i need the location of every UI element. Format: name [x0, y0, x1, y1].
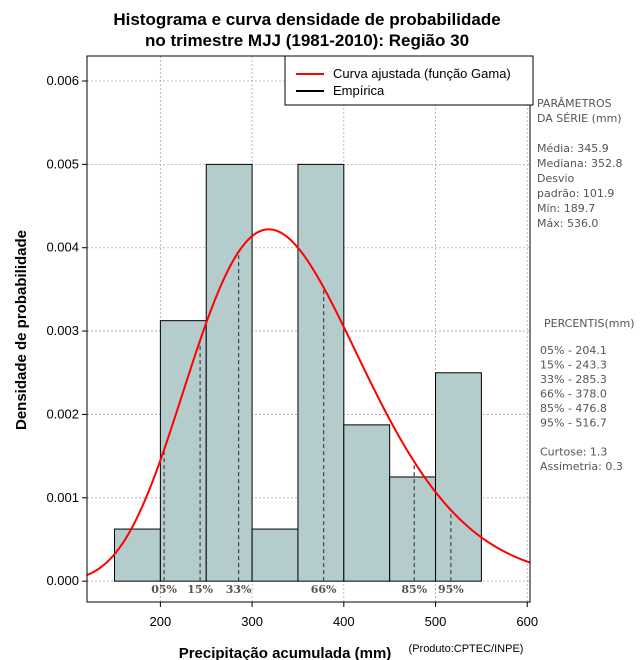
percentile-lines: [163, 251, 452, 582]
y-tick-label-2: 0.002: [46, 406, 79, 421]
x-tick-label-3: 500: [425, 614, 447, 629]
params-line-0: PARÂMETROS: [537, 97, 612, 110]
percentis-line-7: 95% - 516.7: [540, 417, 607, 430]
histogram-bar-7: [435, 372, 482, 582]
percentis-line-2: 05% - 204.1: [540, 344, 607, 357]
percentile-label-3: 66%: [311, 583, 337, 596]
params-line-8: Máx: 536.0: [537, 217, 598, 230]
params-line-6: padrão: 101.9: [537, 187, 614, 200]
x-tick-label-1: 300: [241, 614, 263, 629]
params-line-7: Mín: 189.7: [537, 202, 595, 215]
percentis-line-10: Assimetria: 0.3: [540, 460, 623, 473]
chart-title-line-2: no trimestre MJJ (1981-2010): Região 30: [145, 31, 469, 50]
histogram-bar-1: [159, 320, 207, 582]
y-axis-label: Densidade de probabilidade: [13, 230, 30, 430]
x-tick-label-4: 600: [516, 614, 538, 629]
percentile-label-4: 85%: [401, 583, 427, 596]
percentis-line-3: 15% - 243.3: [540, 359, 607, 372]
y-tick-label-0: 0.000: [46, 573, 79, 588]
histogram-bars: [114, 163, 482, 582]
y-tick-label-3: 0.003: [46, 323, 79, 338]
x-tick-label-2: 400: [333, 614, 355, 629]
percentiles-panel: PERCENTIS(mm) 05% - 204.1 15% - 243.333% -…: [540, 317, 635, 473]
params-line-3: Média: 345.9: [537, 142, 609, 155]
params-line-1: DA SÉRIE (mm): [537, 112, 622, 125]
percentis-line-6: 85% - 476.8: [540, 402, 607, 415]
legend-curve-label: Curva ajustada (função Gama): [333, 66, 511, 81]
y-tick-label-5: 0.005: [46, 156, 79, 171]
legend-box: [284, 55, 534, 106]
chart-title-line-1: Histograma e curva densidade de probabil…: [113, 10, 500, 29]
histogram-bar-5: [343, 424, 391, 582]
histogram-bar-2: [205, 163, 253, 582]
percentile-label-0: 05%: [151, 583, 177, 596]
percentis-line-4: 33% - 285.3: [540, 373, 607, 386]
gamma-fit-curve: [87, 228, 530, 576]
x-axis-ticks: 200 300 400 500 600: [150, 602, 538, 629]
series-parameters-panel: PARÂMETROS DA SÉRIE (mm) Média: 345.9 Medi…: [537, 97, 622, 230]
percentile-labels: 05% 15% 33% 66% 85% 95%: [151, 583, 464, 596]
percentile-label-5: 95%: [438, 583, 464, 596]
legend: Curva ajustada (função Gama) Empírica: [284, 55, 534, 106]
histogram-bar-0: [114, 528, 161, 582]
legend-empirical-label: Empírica: [333, 83, 385, 98]
y-tick-label-4: 0.004: [46, 240, 79, 255]
histogram-bar-6: [389, 476, 437, 582]
histogram-bar-3: [251, 528, 299, 582]
histogram-bar-4: [297, 163, 345, 582]
y-tick-label-1: 0.001: [46, 490, 79, 505]
x-tick-label-0: 200: [150, 614, 172, 629]
params-line-5: Desvio: [537, 172, 575, 185]
percentile-label-1: 15%: [187, 583, 213, 596]
percentile-label-2: 33%: [226, 583, 252, 596]
y-tick-label-6: 0.006: [46, 73, 79, 88]
percentis-line-5: 66% - 378.0: [540, 388, 607, 401]
product-credit: (Produto:CPTEC/INPE): [409, 643, 524, 655]
percentis-line-0: PERCENTIS(mm): [544, 317, 635, 330]
y-axis-ticks: 0.000 0.001 0.002 0.003 0.004 0.005 0.006: [46, 73, 87, 588]
params-line-4: Mediana: 352.8: [537, 157, 622, 170]
percentis-line-9: Curtose: 1.3: [540, 446, 607, 459]
x-axis-label: Precipitação acumulada (mm): [179, 645, 392, 660]
